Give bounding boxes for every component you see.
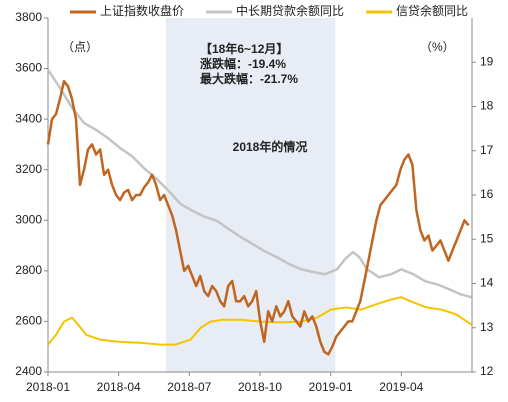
x-tick-label: 2019-04	[379, 380, 423, 394]
y-tick-label: 3800	[15, 10, 42, 24]
annotation-text: 涨跌幅：-19.4%	[200, 56, 286, 71]
y-tick-label: 3400	[15, 111, 42, 125]
series-line	[46, 69, 472, 299]
y2-tick-label: 19	[480, 54, 494, 68]
y2-tick-label: 13	[480, 320, 494, 334]
y2-tick-label: 12	[480, 364, 494, 378]
legend-label: 中长期贷款余额同比	[236, 3, 344, 18]
legend-label: 上证指数收盘价	[100, 3, 184, 18]
annotation-text: 最大跌幅：-21.7%	[200, 71, 298, 86]
y2-axis-label: （%）	[420, 40, 455, 54]
y-tick-label: 3000	[15, 212, 42, 226]
y-tick-label: 2800	[15, 263, 42, 277]
x-tick-label: 2019-01	[309, 380, 353, 394]
y-tick-label: 3600	[15, 61, 42, 75]
legend-label: 信贷余额同比	[396, 3, 468, 18]
y2-tick-label: 18	[480, 99, 494, 113]
y2-tick-label: 17	[480, 143, 494, 157]
x-tick-label: 2018-07	[167, 380, 211, 394]
y-tick-label: 2600	[15, 314, 42, 328]
series-line	[47, 296, 473, 346]
y2-tick-label: 14	[480, 276, 494, 290]
y2-tick-label: 16	[480, 187, 494, 201]
annotation-title: 2018年的情况	[233, 139, 308, 154]
x-tick-label: 2018-10	[238, 380, 282, 394]
x-tick-label: 2018-04	[97, 380, 141, 394]
annotation-text: 【18年6~12月】	[200, 41, 288, 56]
shade	[165, 18, 336, 372]
series-line	[46, 79, 470, 356]
y2-tick-label: 15	[480, 231, 494, 245]
y-axis-label: （点）	[62, 40, 98, 54]
y-tick-label: 2400	[15, 364, 42, 378]
y-tick-label: 3200	[15, 162, 42, 176]
x-tick-label: 2018-01	[26, 380, 70, 394]
